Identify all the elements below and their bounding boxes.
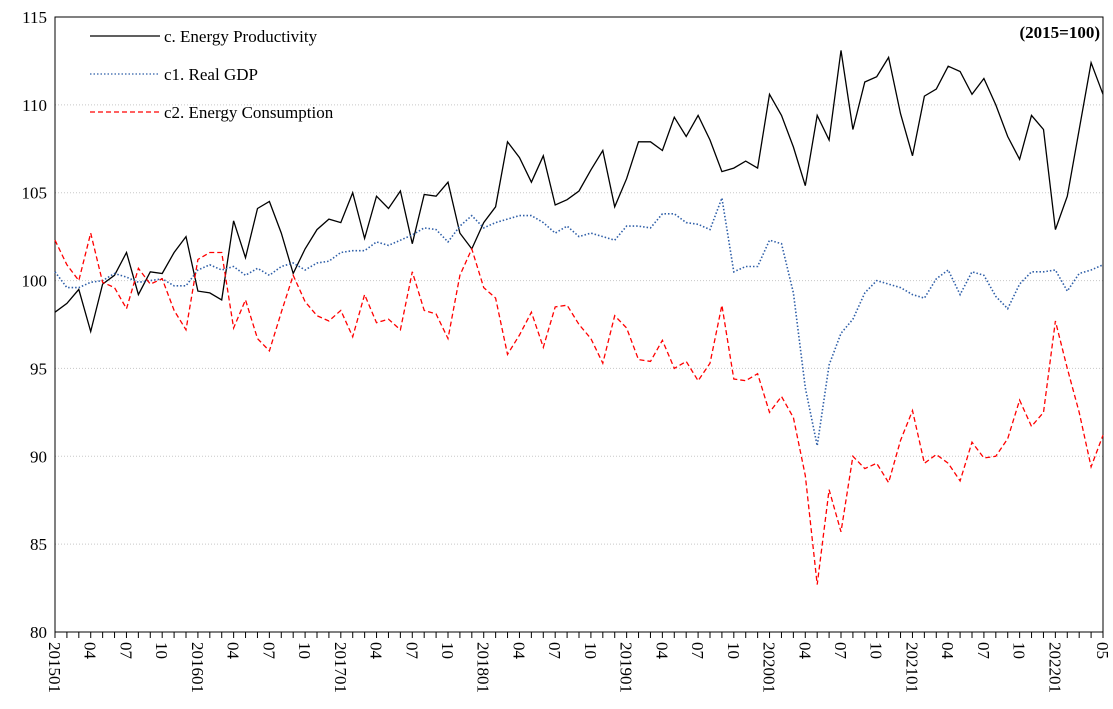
- x-tick-label: 10: [295, 642, 314, 659]
- y-tick-label: 110: [22, 96, 47, 115]
- x-tick-label: 10: [152, 642, 171, 659]
- x-tick-label: 04: [224, 642, 243, 660]
- y-tick-label: 115: [22, 8, 47, 27]
- x-tick-label: 04: [795, 642, 814, 660]
- y-tick-label: 100: [22, 272, 48, 291]
- x-tick-label: 05: [1093, 642, 1112, 659]
- x-tick-label: 10: [1010, 642, 1029, 659]
- x-tick-label: 201801: [474, 642, 493, 693]
- y-tick-label: 95: [30, 359, 47, 378]
- x-tick-label: 04: [938, 642, 957, 660]
- series-line: [54, 232, 1104, 585]
- x-tick-label: 07: [688, 642, 707, 660]
- annotation: (2015=100): [1019, 23, 1100, 42]
- x-tick-label: 07: [116, 642, 135, 660]
- legend-label: c. Energy Productivity: [164, 27, 318, 46]
- y-tick-label: 80: [30, 623, 47, 642]
- x-tick-label: 10: [438, 642, 457, 659]
- x-tick-label: 04: [509, 642, 528, 660]
- x-tick-label: 202101: [902, 642, 921, 693]
- legend-label: c1. Real GDP: [164, 65, 258, 84]
- x-tick-label: 04: [652, 642, 671, 660]
- y-tick-label: 85: [30, 535, 47, 554]
- x-tick-label: 201901: [617, 642, 636, 693]
- x-tick-label: 10: [867, 642, 886, 659]
- y-tick-label: 90: [30, 447, 47, 466]
- x-tick-label: 07: [545, 642, 564, 660]
- x-tick-label: 04: [367, 642, 386, 660]
- x-tick-label: 04: [81, 642, 100, 660]
- x-tick-label: 201601: [188, 642, 207, 693]
- x-tick-label: 07: [974, 642, 993, 660]
- x-tick-label: 201501: [45, 642, 64, 693]
- x-tick-label: 202201: [1045, 642, 1064, 693]
- x-tick-label: 07: [831, 642, 850, 660]
- legend-label: c2. Energy Consumption: [164, 103, 334, 122]
- x-tick-label: 202001: [760, 642, 779, 693]
- x-tick-label: 07: [259, 642, 278, 660]
- series-line: [54, 194, 1104, 446]
- x-tick-label: 07: [402, 642, 421, 660]
- x-tick-label: 10: [724, 642, 743, 659]
- y-tick-label: 105: [22, 184, 48, 203]
- series-line: [54, 50, 1104, 335]
- x-tick-label: 10: [581, 642, 600, 659]
- x-tick-label: 201701: [331, 642, 350, 693]
